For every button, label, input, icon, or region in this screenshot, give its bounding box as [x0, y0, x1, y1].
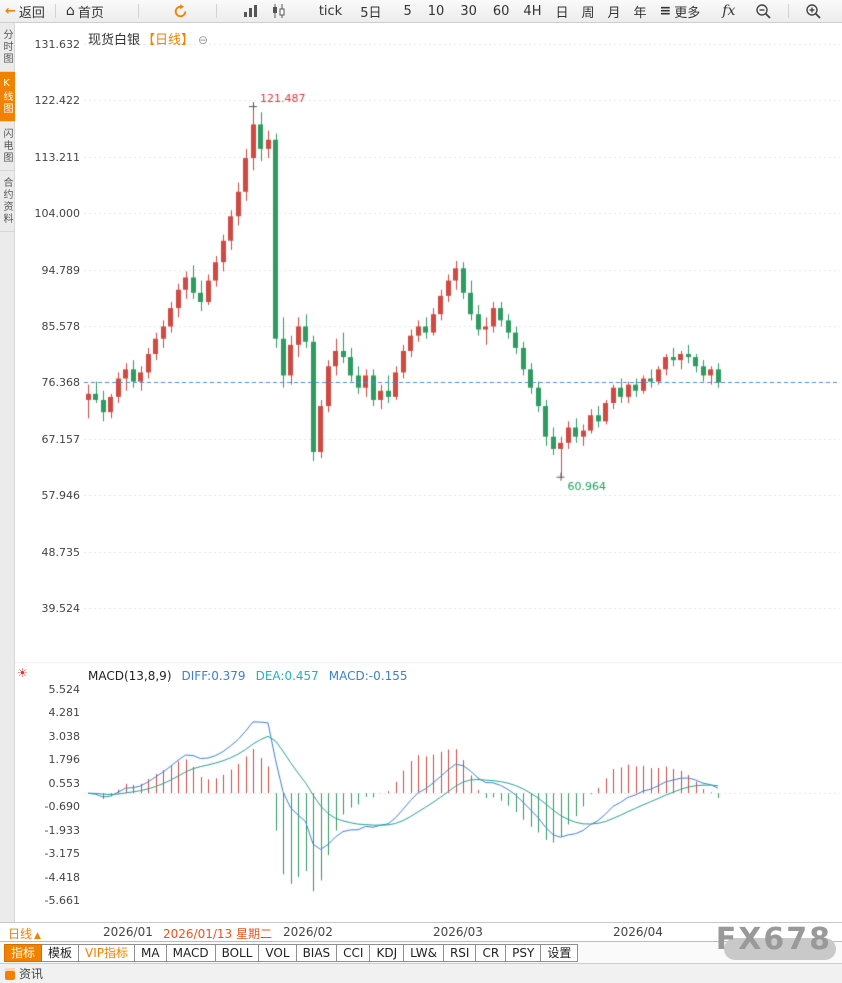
back-label: 返回 — [18, 5, 45, 21]
candle-chart-icon — [272, 4, 285, 18]
macd-dea-value: DEA:0.457 — [255, 669, 319, 683]
triangle-up-icon: ▲ — [34, 931, 41, 941]
scrollbar-thumb[interactable] — [724, 938, 836, 960]
hot-sun-icon[interactable]: ☀ — [17, 666, 28, 680]
main-toolbar: ← 返回 ⌂ 首页 tick 5日 5 10 30 60 4H 日 周 月 — [0, 0, 842, 23]
tab-lwr[interactable]: LW& — [403, 943, 444, 962]
sidebar-item-kline-chart[interactable]: K线图 — [0, 72, 15, 122]
toolbar-separator — [788, 4, 790, 18]
tab-rsi[interactable]: RSI — [442, 943, 477, 962]
zoom-in-button[interactable] — [805, 3, 822, 20]
bottom-nav-bar: 资讯 — [0, 963, 842, 983]
back-button[interactable]: ← 返回 — [5, 2, 45, 21]
tab-news[interactable]: 资讯 — [19, 967, 44, 981]
tab-templates[interactable]: 模板 — [41, 943, 80, 962]
candlestick-chart-canvas[interactable] — [0, 23, 842, 922]
tab-psy[interactable]: PSY — [505, 943, 542, 962]
selected-date-label: 2026/01/13 星期二 — [163, 927, 272, 941]
zoom-out-button[interactable] — [755, 3, 772, 20]
date-axis: 2026/01 2026/01/13 星期二 2026/02 2026/03 2026/… — [0, 925, 842, 941]
toolbar-separator — [54, 4, 56, 18]
tab-vol[interactable]: VOL — [258, 943, 297, 962]
tab-macd[interactable]: MACD — [165, 943, 216, 962]
x-axis-label: 2026/02 — [283, 925, 333, 939]
macd-diff-value: DIFF:0.379 — [181, 669, 246, 683]
tab-ma[interactable]: MA — [134, 943, 167, 962]
macd-params-label: MACD(13,8,9) — [88, 669, 172, 683]
toolbar-separator — [137, 4, 139, 18]
collapse-overlay-icon[interactable]: ⊖ — [198, 33, 209, 47]
tab-settings[interactable]: 设置 — [540, 943, 579, 962]
sidebar-item-contract-info[interactable]: 合约资料 — [0, 171, 15, 232]
interval-day-button[interactable]: 日 — [555, 5, 569, 21]
toolbar-separator — [215, 4, 217, 18]
interval-year-button[interactable]: 年 — [633, 5, 647, 21]
home-label: 首页 — [77, 5, 104, 21]
period-tag: 【日线】 — [142, 33, 195, 48]
period-selector-label: 日线 — [8, 927, 33, 941]
bar-chart-icon — [243, 5, 257, 17]
menu-icon: ≡ — [659, 3, 672, 19]
tick-interval-button[interactable]: tick — [318, 3, 343, 19]
interval-5day-button[interactable]: 5日 — [360, 5, 382, 21]
bar-chart-type-button[interactable] — [243, 4, 259, 18]
tab-indicators[interactable]: 指标 — [4, 943, 43, 962]
indicator-tab-bar: 指标 模板 VIP指标 MA MACD BOLL VOL BIAS CCI KD… — [0, 941, 842, 963]
tab-cr[interactable]: CR — [475, 943, 507, 962]
period-selector[interactable]: 日线 ▲ — [8, 925, 41, 942]
refresh-icon — [174, 3, 187, 17]
formula-button[interactable]: fx — [722, 3, 736, 19]
tab-boll[interactable]: BOLL — [214, 943, 260, 962]
candle-chart-type-button[interactable] — [271, 4, 287, 18]
more-label: 更多 — [674, 5, 701, 21]
interval-week-button[interactable]: 周 — [581, 5, 595, 21]
interval-month-button[interactable]: 月 — [607, 5, 621, 21]
macd-header: MACD(13,8,9) DIFF:0.379 DEA:0.457 MACD:-0.1… — [88, 669, 418, 683]
back-arrow-icon: ← — [5, 3, 16, 19]
refresh-button[interactable] — [173, 3, 188, 19]
sidebar-item-timeshare-chart[interactable]: 分时图 — [0, 23, 15, 72]
news-icon — [5, 967, 15, 980]
symbol-name: 现货白银 — [88, 33, 141, 48]
tab-vip-indicators[interactable]: VIP指标 — [78, 943, 136, 962]
macd-macd-value: MACD:-0.155 — [328, 669, 408, 683]
home-button[interactable]: ⌂ 首页 — [66, 2, 104, 21]
date-axis-row: 日线 ▲ 2026/01 2026/01/13 星期二 2026/02 2026/03 2… — [0, 922, 842, 941]
sidebar-item-lightning-chart[interactable]: 闪电图 — [0, 122, 15, 171]
tab-kdj[interactable]: KDJ — [369, 943, 405, 962]
x-axis-label: 2026/04 — [613, 925, 663, 939]
chart-title: 现货白银 【日线】 ⊖ — [88, 29, 208, 48]
tab-bias[interactable]: BIAS — [295, 943, 338, 962]
interval-30-button[interactable]: 30 — [460, 3, 477, 19]
chart-type-sidebar: 分时图 K线图 闪电图 合约资料 — [0, 23, 15, 963]
x-axis-label: 2026/03 — [433, 925, 483, 939]
x-axis-label: 2026/01 — [103, 925, 153, 939]
interval-10-button[interactable]: 10 — [427, 3, 445, 19]
zoom-in-icon — [806, 3, 821, 19]
interval-60-button[interactable]: 60 — [492, 3, 510, 19]
home-icon: ⌂ — [65, 3, 75, 19]
tab-cci[interactable]: CCI — [336, 943, 371, 962]
interval-4h-button[interactable]: 4H — [523, 3, 542, 19]
more-button[interactable]: ≡ 更多 — [660, 2, 701, 21]
zoom-out-icon — [756, 3, 771, 19]
interval-5-button[interactable]: 5 — [403, 3, 412, 19]
